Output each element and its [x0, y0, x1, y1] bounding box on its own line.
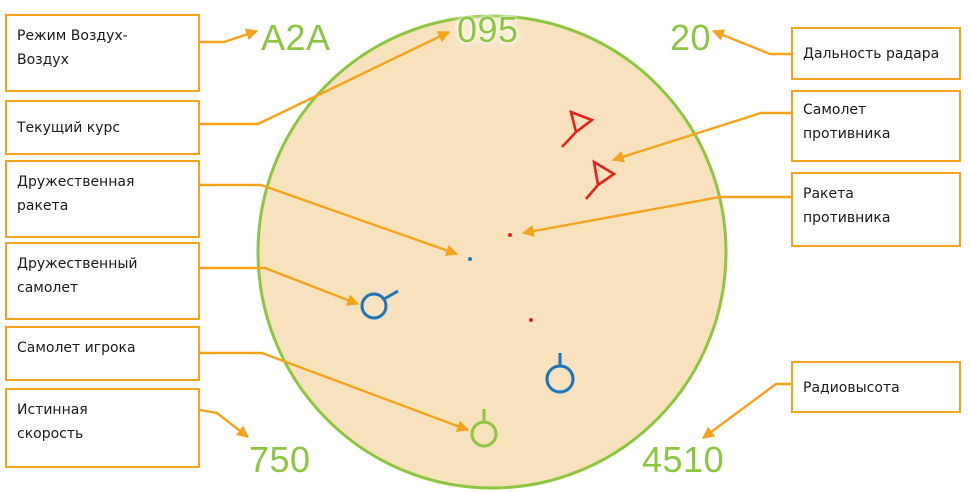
hud-range-readout: 20: [670, 17, 712, 58]
label-friendly-missile: Дружественная ракета: [5, 160, 200, 238]
label-enemy-aircraft: Самолет противника: [791, 90, 961, 162]
callout-true-speed: [199, 408, 249, 438]
callout-heading: [200, 30, 451, 126]
callout-radar-range: [711, 29, 791, 56]
hud-mode-readout: A2A: [261, 17, 331, 58]
label-player-aircraft-line-1: Самолет игрока: [17, 340, 136, 356]
label-radio-altitude-line-1: Радиовысота: [803, 380, 900, 396]
hud-altitude-readout: 4510: [642, 439, 725, 480]
enemy-aircraft-icon: [561, 109, 595, 148]
hud-speed-readout: 750: [249, 439, 311, 480]
friendly-missile-dot: [468, 257, 472, 261]
label-enemy-missile-line-1: Ракета: [803, 186, 854, 202]
label-mode: Режим Воздух- Воздух: [5, 14, 200, 92]
callout-radio-altitude: [702, 382, 791, 439]
callout-player-aircraft: [200, 351, 470, 432]
label-radar-range: Дальность радара: [791, 27, 961, 80]
label-heading: Текущий курс: [5, 100, 200, 155]
radar-scope: [256, 14, 728, 490]
label-true-speed-line-2: скорость: [17, 426, 84, 442]
label-friendly-missile-line-1: Дружественная: [17, 174, 135, 190]
label-enemy-missile: Ракета противника: [791, 172, 961, 247]
label-radio-altitude: Радиовысота: [791, 361, 961, 413]
label-heading-line-1: Текущий курс: [17, 120, 121, 136]
player-aircraft-icon: [470, 409, 498, 448]
label-friendly-missile-line-2: ракета: [17, 198, 69, 214]
enemy-missile-dot: [508, 233, 512, 237]
enemy-aircraft-icon: [585, 159, 617, 200]
callout-enemy-aircraft: [611, 111, 791, 163]
label-enemy-aircraft-line-2: противника: [803, 126, 891, 142]
callout-enemy-missile: [521, 195, 791, 237]
label-mode-line-2: Воздух: [17, 52, 69, 68]
label-enemy-aircraft-line-1: Самолет: [803, 102, 867, 118]
hud-heading-readout: 095: [457, 9, 519, 50]
label-true-speed-line-1: Истинная: [17, 402, 88, 418]
friendly-aircraft-icon: [545, 353, 575, 394]
label-player-aircraft: Самолет игрока: [5, 326, 200, 381]
label-friendly-aircraft: Дружественный самолет: [5, 242, 200, 320]
callout-friendly-missile: [200, 183, 459, 257]
enemy-missile-dot: [529, 318, 533, 322]
label-friendly-aircraft-line-2: самолет: [17, 280, 79, 296]
label-friendly-aircraft-line-1: Дружественный: [17, 256, 138, 272]
label-mode-line-1: Режим Воздух-: [17, 28, 128, 44]
friendly-aircraft-icon: [360, 289, 399, 320]
callout-mode: [200, 28, 259, 44]
label-true-speed: Истинная скорость: [5, 388, 200, 468]
label-radar-range-line-1: Дальность радара: [803, 46, 940, 62]
label-enemy-missile-line-2: противника: [803, 210, 891, 226]
callout-friendly-aircraft: [200, 266, 360, 306]
